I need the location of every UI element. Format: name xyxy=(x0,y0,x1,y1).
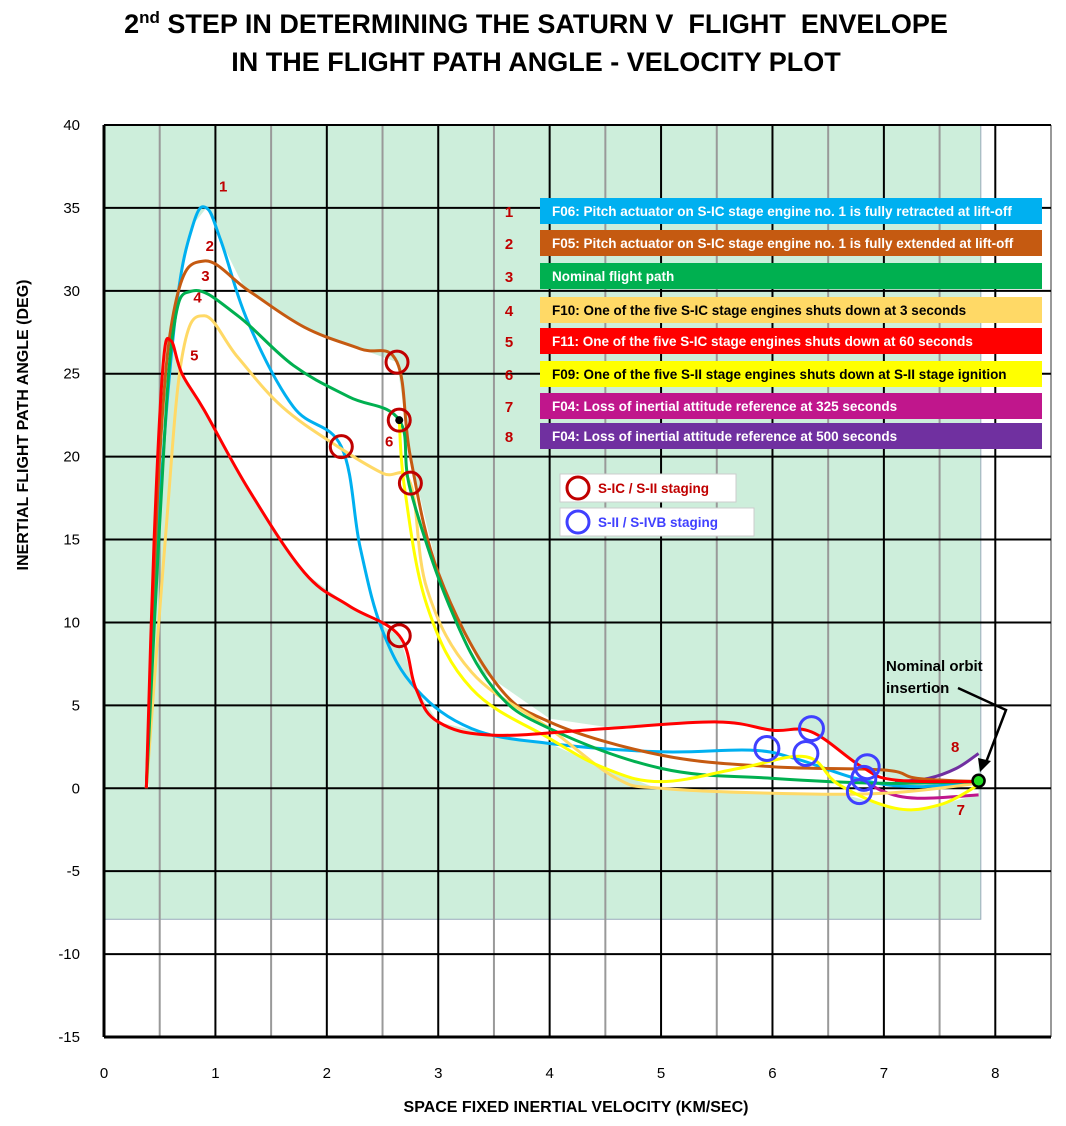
series-line-4 xyxy=(144,314,979,796)
x-tick-label: 7 xyxy=(880,1065,888,1082)
y-tick-label: -10 xyxy=(58,946,80,963)
x-tick-label: 5 xyxy=(657,1065,665,1082)
legend-number: 2 xyxy=(505,236,513,253)
sii-sivb-staging-marker xyxy=(792,739,820,767)
sii-sivb-staging-marker xyxy=(850,764,878,792)
legend-entry: Nominal flight path xyxy=(552,269,674,284)
y-tick-label: 30 xyxy=(63,283,80,300)
y-tick-label: 5 xyxy=(72,697,80,714)
arrow-head-icon xyxy=(978,758,991,772)
y-tick-label: 35 xyxy=(63,200,80,217)
curve-label: 7 xyxy=(957,802,965,819)
sii-sivb-legend-marker xyxy=(565,509,591,535)
x-axis-label: SPACE FIXED INERTIAL VELOCITY (KM/SEC) xyxy=(404,1099,749,1116)
sii-sivb-staging-marker xyxy=(753,734,781,762)
legend-swatch-4 xyxy=(540,297,1042,323)
legend-swatch-1 xyxy=(540,198,1042,224)
staging-legend-box-sii xyxy=(559,507,755,537)
y-tick-label: 0 xyxy=(72,780,80,797)
legend-number: 8 xyxy=(505,429,513,446)
curve-label: 8 xyxy=(951,739,959,756)
sii-sivb-legend-label: S-II / S-IVB staging xyxy=(598,515,718,530)
series-line-2 xyxy=(144,259,979,789)
legend-entry: F11: One of the five S-IC stage engines … xyxy=(552,334,973,349)
x-tick-label: 3 xyxy=(434,1065,442,1082)
x-tick-label: 1 xyxy=(211,1065,219,1082)
staging-dot xyxy=(395,416,404,425)
sic-sii-staging-marker xyxy=(328,434,354,460)
legend-number: 4 xyxy=(505,303,514,320)
chart-title-line2: IN THE FLIGHT PATH ANGLE - VELOCITY PLOT xyxy=(231,47,841,77)
sic-sii-staging-marker xyxy=(386,623,412,649)
annotation-line1: Nominal orbit xyxy=(886,658,983,675)
orbit-insertion-point xyxy=(971,773,986,789)
series-line-6 xyxy=(397,420,980,812)
annotation-arrow xyxy=(957,686,1008,766)
sic-sii-staging-marker xyxy=(397,470,423,496)
x-tick-label: 4 xyxy=(545,1065,553,1082)
curve-label: 3 xyxy=(201,268,209,285)
legend-number: 6 xyxy=(505,367,513,384)
sic-sii-legend-label: S-IC / S-II staging xyxy=(598,481,709,496)
y-tick-label: 20 xyxy=(63,449,80,466)
y-tick-label: 40 xyxy=(63,117,80,134)
legend-swatch-7 xyxy=(540,393,1042,419)
legend-swatch-5 xyxy=(540,328,1042,354)
x-tick-label: 2 xyxy=(323,1065,331,1082)
legend-entry: F04: Loss of inertial attitude reference… xyxy=(552,429,897,444)
y-tick-label: 15 xyxy=(63,532,80,549)
series-line-5 xyxy=(144,336,979,789)
legend-swatch-8 xyxy=(540,423,1042,449)
y-tick-label: 25 xyxy=(63,366,80,383)
sii-sivb-staging-marker xyxy=(853,753,881,781)
legend-number: 5 xyxy=(505,334,513,351)
curve-label: 1 xyxy=(219,178,227,195)
x-tick-label: 0 xyxy=(100,1065,108,1082)
sii-sivb-staging-marker xyxy=(797,715,825,743)
curve-label: 4 xyxy=(193,289,202,306)
legend-number: 3 xyxy=(505,269,513,286)
legend-number: 7 xyxy=(505,399,513,416)
y-tick-label: 10 xyxy=(63,614,80,631)
legend-entry: F10: One of the five S-IC stage engines … xyxy=(552,303,966,318)
y-tick-label: -5 xyxy=(67,863,80,880)
curve-label: 6 xyxy=(385,434,393,451)
annotation-line2: insertion xyxy=(886,680,949,697)
sic-sii-staging-marker xyxy=(384,349,410,375)
legend-number: 1 xyxy=(505,204,513,221)
legend-swatch-3 xyxy=(540,263,1042,289)
sic-sii-legend-marker xyxy=(565,475,591,501)
sic-sii-staging-marker xyxy=(386,407,412,433)
series-line-3 xyxy=(144,288,979,789)
y-axis-label: INERTIAL FLIGHT PATH ANGLE (DEG) xyxy=(15,280,32,571)
legend-swatch-2 xyxy=(540,230,1042,256)
legend-entry: F06: Pitch actuator on S-IC stage engine… xyxy=(552,204,1012,219)
y-tick-label: -15 xyxy=(58,1029,80,1046)
legend-entry: F04: Loss of inertial attitude reference… xyxy=(552,399,897,414)
chart-title-line1: 2nd STEP IN DETERMINING THE SATURN V FLI… xyxy=(124,8,948,39)
flight-envelope-region xyxy=(146,207,979,810)
curve-label: 5 xyxy=(190,347,198,364)
x-tick-label: 6 xyxy=(768,1065,776,1082)
sii-sivb-staging-marker xyxy=(845,778,873,806)
x-tick-label: 8 xyxy=(991,1065,999,1082)
legend-entry: F09: One of the five S-II stage engines … xyxy=(552,367,1007,382)
legend-entry: F05: Pitch actuator on S-IC stage engine… xyxy=(552,236,1014,251)
curve-label: 2 xyxy=(206,238,214,255)
legend-swatch-6 xyxy=(540,361,1042,387)
